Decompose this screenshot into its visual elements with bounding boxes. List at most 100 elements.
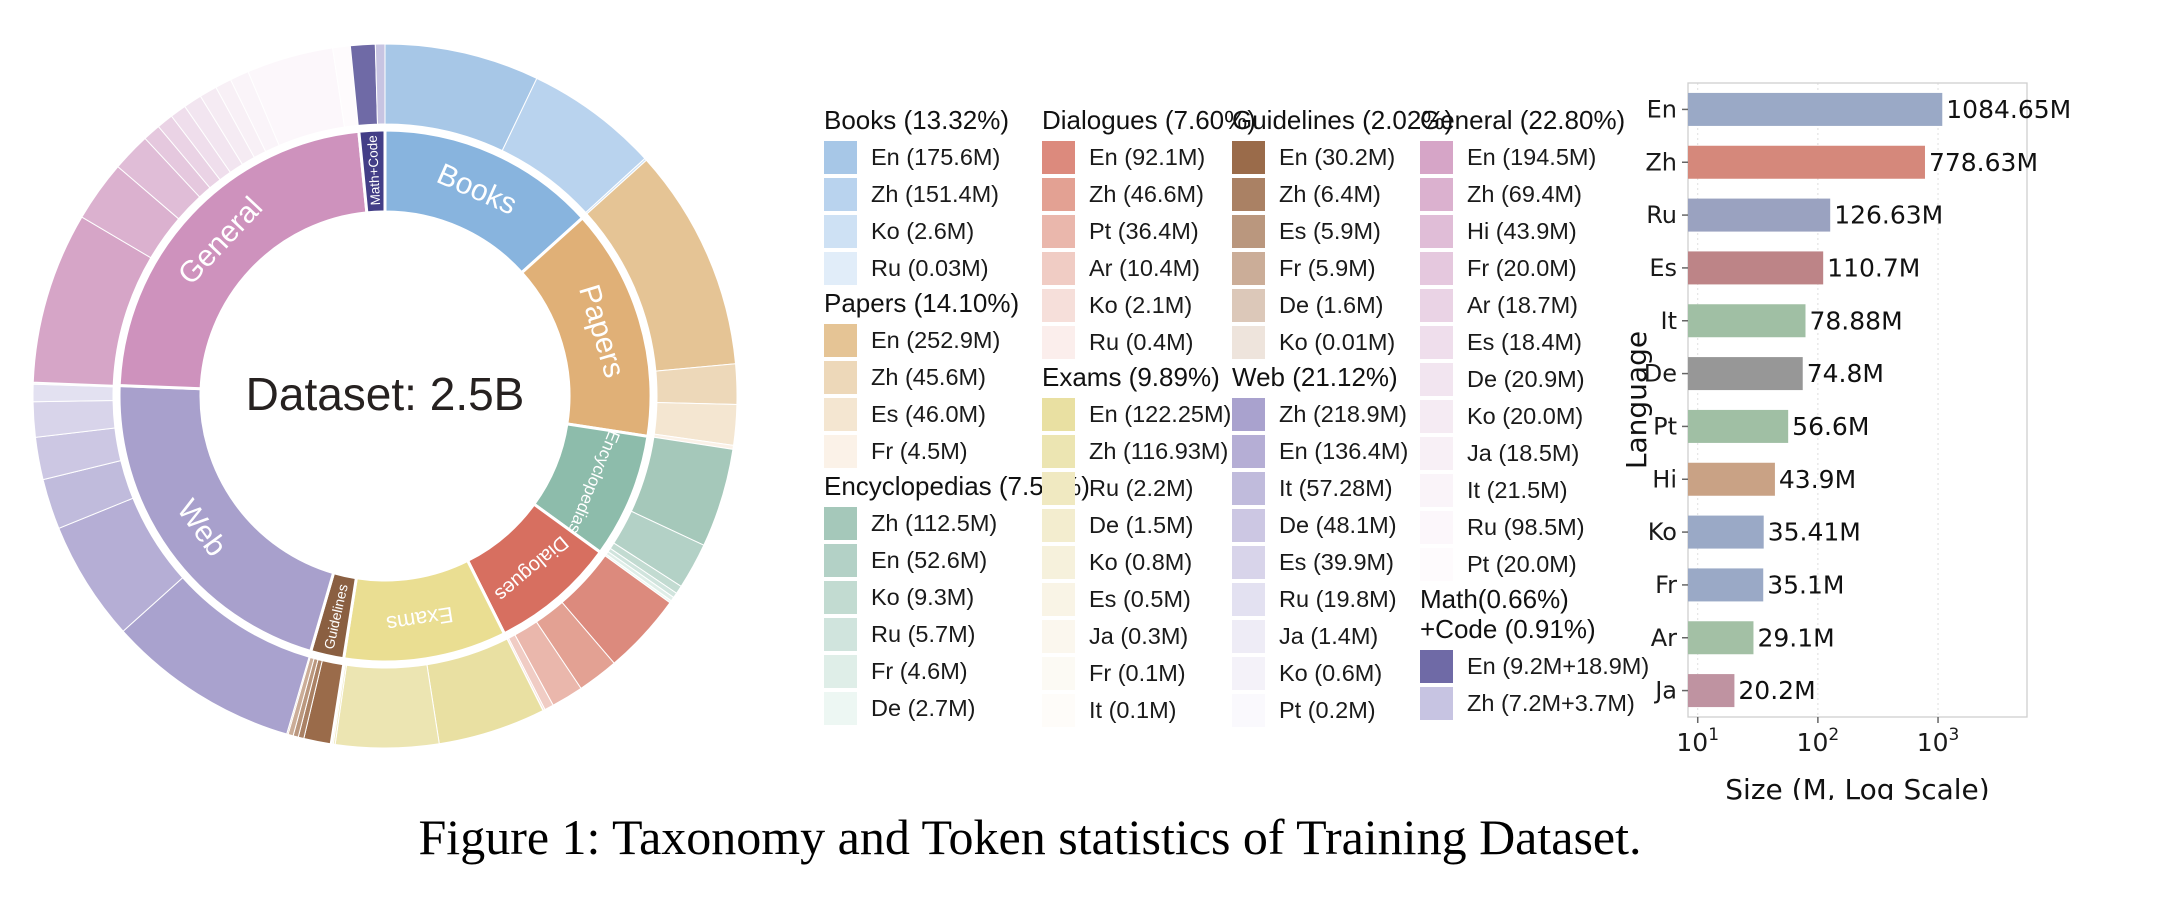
legend-item-general-ar: Ar (18.7M) (1420, 288, 1649, 322)
y-tick-label-hi: Hi (1652, 465, 1677, 493)
bar-fr (1688, 568, 1764, 602)
y-tick-label-pt: Pt (1653, 412, 1677, 440)
legend-swatch (824, 397, 857, 431)
legend-section-header-papers: Papers (14.10%) (824, 287, 1020, 318)
legend-item-general-hi: Hi (43.9M) (1420, 214, 1649, 248)
legend-swatch (1420, 473, 1453, 507)
x-tick-label: 103 (1917, 725, 1960, 757)
legend-item-exams-de: De (1.5M) (1042, 508, 1256, 542)
legend-swatch (1420, 177, 1453, 211)
legend-item-general-ko: Ko (20.0M) (1420, 399, 1649, 433)
legend-item-label: Es (18.4M) (1467, 328, 1582, 355)
legend-swatch (1232, 693, 1265, 727)
legend-item-encyclopedias-fr: Fr (4.6M) (824, 654, 1090, 688)
legend-swatch (824, 323, 857, 357)
legend-item-guidelines-fr: Fr (5.9M) (1232, 251, 1453, 285)
legend-swatch (1232, 582, 1265, 616)
legend-item-label: En (92.1M) (1089, 143, 1206, 170)
legend-item-general-ru: Ru (98.5M) (1420, 510, 1649, 544)
legend-item-label: De (2.7M) (871, 694, 976, 721)
legend-item-books-en: En (175.6M) (824, 140, 1090, 174)
legend-item-general-en: En (194.5M) (1420, 140, 1649, 174)
legend-item-label: En (194.5M) (1467, 143, 1597, 170)
legend-item-label: Ru (5.7M) (871, 620, 976, 647)
plot-frame (1687, 82, 2028, 718)
legend-item-label: Ar (18.7M) (1467, 291, 1578, 318)
legend-swatch (1420, 214, 1453, 248)
legend-swatch (824, 177, 857, 211)
legend-item-exams-fr: Fr (0.1M) (1042, 656, 1256, 690)
bar-ru (1688, 198, 1831, 232)
legend-swatch (1420, 686, 1453, 720)
legend-item-books-ru: Ru (0.03M) (824, 251, 1090, 285)
legend-item-label: En (30.2M) (1279, 143, 1396, 170)
legend-item-papers-en: En (252.9M) (824, 323, 1090, 357)
legend-section-header-guidelines: Guidelines (2.02%) (1232, 105, 1454, 135)
legend-item-label: It (0.1M) (1089, 696, 1177, 723)
bar-value-ko: 35.41M (1768, 518, 1861, 547)
legend-swatch (1420, 362, 1453, 396)
y-tick-label-ja: Ja (1653, 677, 1677, 705)
legend-swatch (1232, 214, 1265, 248)
bar-value-ar: 29.1M (1757, 623, 1834, 652)
dataset-total-label: Dataset: 2.5B (246, 368, 525, 420)
bar-value-hi: 43.9M (1779, 465, 1856, 494)
legend-item-label: Es (39.9M) (1279, 548, 1394, 575)
legend-item-books-ko: Ko (2.6M) (824, 214, 1090, 248)
legend-swatch (1420, 140, 1453, 174)
legend-item-mathcode-zh: Zh (7.2M+3.7M) (1420, 686, 1649, 720)
legend-item-label: Zh (6.4M) (1279, 180, 1381, 207)
y-tick-label-ko: Ko (1648, 518, 1677, 546)
legend-item-exams-it: It (0.1M) (1042, 693, 1256, 727)
legend-item-label: Es (5.9M) (1279, 217, 1381, 244)
legend-item-exams-en: En (122.25M) (1042, 397, 1256, 431)
legend-swatch (1232, 325, 1265, 359)
legend-swatch (1420, 399, 1453, 433)
y-tick-label-es: Es (1649, 254, 1677, 282)
legend-item-dialogues-pt: Pt (36.4M) (1042, 214, 1256, 248)
legend-swatch (1042, 693, 1075, 727)
legend-item-label: Zh (151.4M) (871, 180, 999, 207)
legend-swatch (1042, 251, 1075, 285)
legend-item-general-de: De (20.9M) (1420, 362, 1649, 396)
y-tick-label-fr: Fr (1655, 571, 1677, 599)
legend-item-web-it: It (57.28M) (1232, 471, 1453, 505)
y-tick-label-it: It (1661, 307, 1678, 335)
legend-item-label: De (20.9M) (1467, 365, 1585, 392)
legend-section-header-mathcode: Math(0.66%) +Code (0.91%) (1420, 583, 1596, 644)
legend-swatch (1232, 140, 1265, 174)
sunburst-segment-general (117, 129, 369, 391)
legend-item-label: Ru (19.8M) (1279, 585, 1397, 612)
legend-item-label: Ru (2.2M) (1089, 474, 1194, 501)
legend-swatch (824, 214, 857, 248)
legend-swatch (824, 580, 857, 614)
legend-item-label: Ja (0.3M) (1089, 622, 1189, 649)
legend-item-label: En (9.2M+18.9M) (1467, 652, 1650, 679)
legend-swatch (1420, 510, 1453, 544)
y-tick-label-de: De (1644, 360, 1677, 388)
legend-item-general-pt: Pt (20.0M) (1420, 547, 1649, 581)
bar-value-ru: 126.63M (1834, 201, 1943, 230)
legend-item-encyclopedias-de: De (2.7M) (824, 691, 1090, 725)
legend-item-label: It (21.5M) (1467, 476, 1568, 503)
legend-item-encyclopedias-ko: Ko (9.3M) (824, 580, 1090, 614)
legend-item-encyclopedias-en: En (52.6M) (824, 543, 1090, 577)
legend-item-label: Es (0.5M) (1089, 585, 1191, 612)
legend-item-label: Zh (116.93M) (1089, 437, 1229, 464)
legend-item-label: Zh (46.6M) (1089, 180, 1204, 207)
legend-item-label: Pt (0.2M) (1279, 696, 1376, 723)
legend-item-general-ja: Ja (18.5M) (1420, 436, 1649, 470)
legend-item-dialogues-ar: Ar (10.4M) (1042, 251, 1256, 285)
legend-item-exams-ru: Ru (2.2M) (1042, 471, 1256, 505)
legend-item-label: Ko (9.3M) (871, 583, 975, 610)
x-tick-label: 102 (1797, 725, 1840, 757)
legend-item-label: Ko (0.8M) (1089, 548, 1193, 575)
bar-value-ja: 20.2M (1738, 676, 1815, 705)
y-tick-label-ru: Ru (1646, 201, 1677, 229)
legend-swatch (1232, 251, 1265, 285)
legend-swatch (1042, 434, 1075, 468)
legend-item-guidelines-zh: Zh (6.4M) (1232, 177, 1453, 211)
sunburst-slice-mathcode-zh (374, 43, 386, 125)
bar-value-es: 110.7M (1827, 253, 1920, 282)
legend-item-label: Zh (7.2M+3.7M) (1467, 689, 1635, 716)
